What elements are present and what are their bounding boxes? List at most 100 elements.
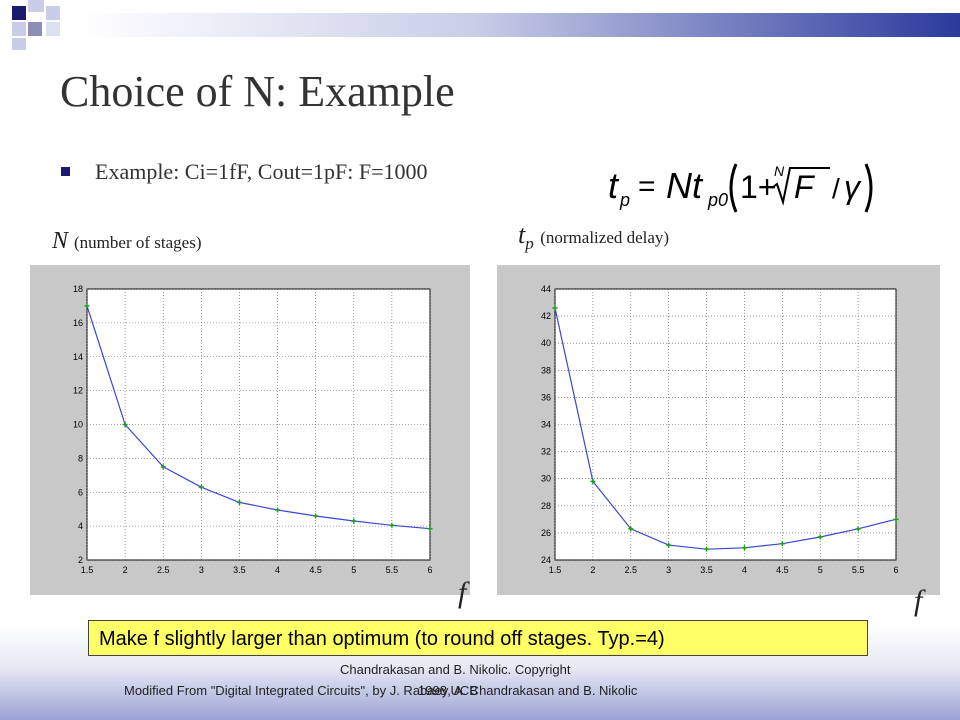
- x-tick-label: 2: [590, 565, 595, 575]
- data-point: [666, 542, 672, 548]
- svg-text:=: =: [638, 170, 656, 203]
- y-tick-label: 28: [541, 501, 551, 511]
- y-tick-label: 34: [541, 420, 551, 430]
- decor-square: [28, 0, 44, 12]
- svg-text:N: N: [774, 163, 785, 179]
- x-tick-label: 5: [818, 565, 823, 575]
- data-point: [779, 541, 785, 547]
- footer-line-1: Chandrakasan and B. Nikolic. Copyright: [340, 662, 571, 677]
- x-tick-label: 1.5: [81, 565, 94, 575]
- x-tick-label: 1.5: [549, 565, 562, 575]
- data-point: [427, 526, 433, 532]
- x-tick-label: 6: [427, 565, 432, 575]
- y-tick-label: 44: [541, 284, 551, 294]
- data-point: [198, 484, 204, 490]
- bullet-square-icon: [61, 167, 70, 176]
- y-tick-label: 6: [78, 487, 83, 497]
- y-tick-label: 40: [541, 338, 551, 348]
- y-tick-label: 10: [73, 420, 83, 430]
- svg-text:F: F: [794, 169, 816, 205]
- y-tick-label: 16: [73, 318, 83, 328]
- svg-text:1+: 1+: [740, 169, 776, 205]
- y-tick-label: 12: [73, 386, 83, 396]
- y-tick-label: 26: [541, 528, 551, 538]
- tp-axis-label: tp (normalized delay): [518, 220, 669, 254]
- tp-chart: 1.5 2 2.5 3 3.5 4 4.5 5 5.5 6 24 26 28 30 32 34 36 38 40 42…: [541, 284, 899, 575]
- decor-square: [46, 6, 60, 20]
- x-tick-label: 2.5: [157, 565, 170, 575]
- decor-square: [28, 22, 42, 36]
- decor-square: [46, 22, 60, 36]
- x-tick-label: 3: [199, 565, 204, 575]
- tp-description: (normalized delay): [540, 228, 670, 247]
- series-line: [86, 305, 431, 530]
- tp-symbol: t: [518, 220, 526, 249]
- svg-text:p: p: [619, 190, 630, 210]
- x-tick-label: 2: [123, 565, 128, 575]
- data-point: [236, 499, 242, 505]
- data-point: [817, 534, 823, 540]
- slide-title: Choice of N: Example: [60, 67, 455, 116]
- y-tick-label: 42: [541, 311, 551, 321]
- x-tick-label: 6: [893, 565, 898, 575]
- y-tick-label: 4: [78, 521, 83, 531]
- f-label-right: f: [914, 584, 923, 617]
- svg-text:γ: γ: [844, 169, 862, 205]
- data-point: [741, 545, 747, 551]
- y-tick-label: 24: [541, 555, 551, 565]
- x-tick-label: 4.5: [776, 565, 789, 575]
- n-description: (number of stages): [74, 233, 202, 252]
- note-box: Make f slightly larger than optimum (to …: [88, 620, 868, 656]
- delay-formula: t p = Nt p0 1+ N F / γ: [608, 163, 873, 213]
- data-point: [351, 518, 357, 524]
- tp-subscript: p: [525, 234, 534, 254]
- x-tick-label: 5.5: [386, 565, 399, 575]
- data-point: [893, 516, 899, 522]
- decor-square: [12, 38, 26, 50]
- series-line: [554, 307, 897, 550]
- footer-line-2: Modified From "Digital Integrated Circui…: [124, 683, 638, 698]
- n-symbol: N: [52, 228, 69, 254]
- x-tick-label: 4.5: [309, 565, 322, 575]
- footer-line-2-overlap: 1998 UCB: [418, 683, 478, 698]
- f-label-left: f: [458, 576, 467, 609]
- data-point: [313, 513, 319, 519]
- data-point: [160, 464, 166, 470]
- svg-text:p0: p0: [707, 190, 728, 210]
- data-point: [389, 522, 395, 528]
- header-stripe: [78, 13, 960, 37]
- svg-text:/: /: [832, 173, 840, 204]
- data-point: [628, 526, 634, 532]
- data-point: [275, 507, 281, 513]
- y-tick-label: 18: [73, 284, 83, 294]
- x-tick-label: 3.5: [700, 565, 713, 575]
- y-tick-label: 36: [541, 392, 551, 402]
- data-point: [552, 305, 558, 311]
- x-tick-label: 4: [275, 565, 280, 575]
- x-tick-label: 3: [666, 565, 671, 575]
- n-axis-label: N (number of stages): [52, 228, 201, 255]
- y-tick-label: 38: [541, 365, 551, 375]
- example-bullet: Example: Ci=1fF, Cout=1pF: F=1000: [95, 159, 428, 184]
- decor-square: [12, 6, 26, 20]
- x-tick-label: 2.5: [625, 565, 638, 575]
- svg-text:Nt: Nt: [666, 165, 704, 206]
- tp-plot-panel: 1.5 2 2.5 3 3.5 4 4.5 5 5.5 6 24 26 28 30 32 34 36 38 40 42…: [497, 265, 940, 595]
- data-point: [84, 303, 90, 309]
- x-tick-label: 3.5: [233, 565, 246, 575]
- svg-text:t: t: [608, 165, 620, 206]
- data-point: [122, 422, 128, 427]
- y-tick-label: 8: [78, 453, 83, 463]
- y-tick-label: 2: [78, 555, 83, 565]
- y-tick-label: 14: [73, 352, 83, 362]
- data-point: [704, 546, 710, 552]
- data-point: [590, 478, 596, 484]
- n-plot-panel: 1.5 2 2.5 3 3.5 4 4.5 5 5.5 6 2 4 6 8 10 12 14 16 18: [30, 265, 470, 595]
- x-tick-label: 5.5: [852, 565, 865, 575]
- y-tick-label: 30: [541, 474, 551, 484]
- x-tick-label: 4: [742, 565, 747, 575]
- data-point: [855, 526, 861, 532]
- decor-square: [12, 22, 26, 36]
- slide-decoration: [0, 0, 960, 52]
